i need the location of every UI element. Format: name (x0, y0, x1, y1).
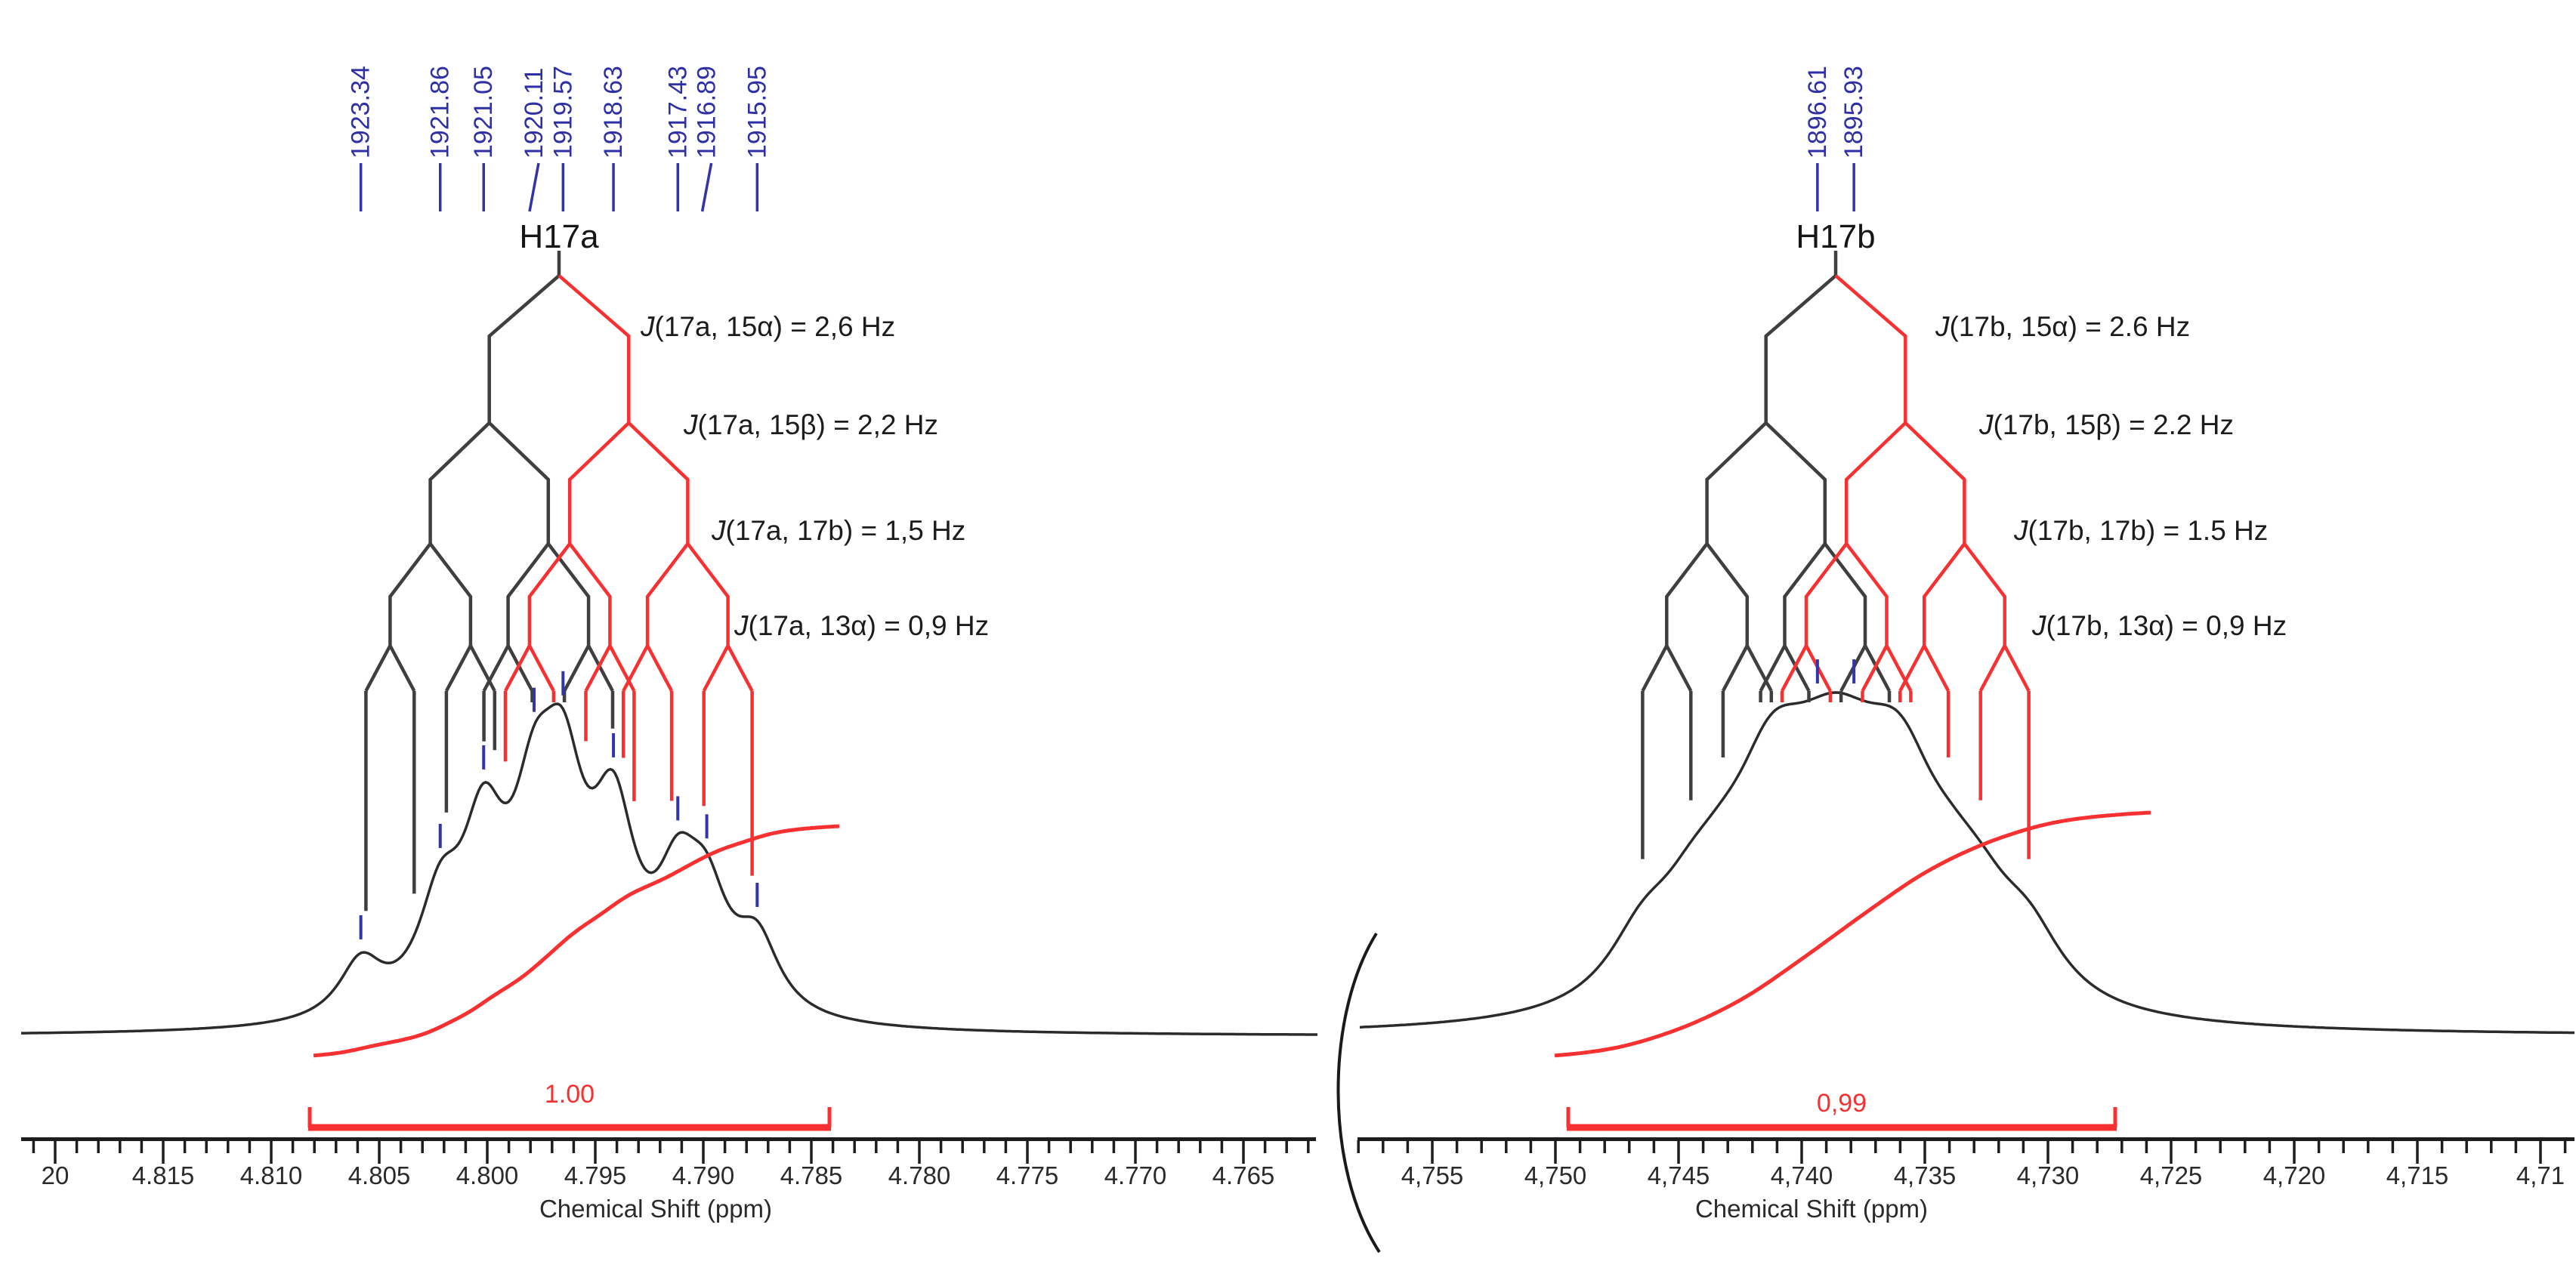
peak-frequency-label: 1919.57 (548, 66, 577, 159)
panel-separator-brace (1336, 932, 1381, 1254)
axis-tick-label: 4.795 (564, 1161, 627, 1189)
integral-curve (313, 824, 840, 1058)
axis-tick-label: 4.780 (888, 1161, 951, 1189)
axis-tick-label: 4.805 (348, 1161, 411, 1189)
integral-value-right: 0,99 (1817, 1089, 1867, 1118)
axis-tick-label: 4.770 (1104, 1161, 1167, 1189)
axis-tick-label: 4,740 (1771, 1161, 1833, 1189)
coupling-tree-black-branch (364, 251, 615, 911)
peak-frequency-label: 1923.34 (347, 66, 375, 159)
axis-tick-label: 4,715 (2386, 1161, 2449, 1189)
integral-value-left: 1.00 (545, 1080, 595, 1109)
axis-tick-label: 4,71 (2516, 1161, 2565, 1189)
axis-tick-label: 4.790 (672, 1161, 735, 1189)
coupling-tree-red-branch (1780, 274, 2031, 859)
spectrum-trace (1359, 691, 2574, 1035)
coupling-tree-black-branch (1641, 251, 1892, 859)
peak-frequency-label: 1921.05 (469, 66, 498, 159)
left-panel-title: H17a (519, 218, 599, 255)
peak-leader-tick (700, 162, 713, 212)
x-axis-title-right: Chemical Shift (ppm) (1695, 1195, 1928, 1223)
axis-tick-label: 4.765 (1212, 1161, 1275, 1189)
coupling-label: J(17a, 15β) = 2,2 Hz (683, 409, 938, 440)
axis-tick-label: 4,730 (2017, 1161, 2080, 1189)
coupling-label: J(17a, 17b) = 1,5 Hz (711, 515, 965, 546)
coupling-trees (364, 251, 2031, 911)
coupling-label: J(17b, 15α) = 2.6 Hz (1935, 311, 2190, 342)
coupling-label: J(17a, 13α) = 0,9 Hz (734, 610, 989, 641)
generated-labels: 1923.34 1921.86 1921.05 1920.11 1919.57 1918.… (42, 66, 2565, 1189)
peak-frequency-label: 1921.86 (426, 66, 455, 159)
peak-frequency-label: 1916.89 (693, 66, 721, 159)
integral-curve (1554, 810, 2151, 1058)
coupling-label: J(17b, 13α) = 0,9 Hz (2031, 610, 2287, 641)
peak-frequency-label: 1920.11 (520, 68, 548, 159)
axis-tick-label: 4,750 (1524, 1161, 1587, 1189)
peak-frequency-label: 1915.95 (743, 66, 771, 159)
axis-rulers (21, 1137, 2574, 1164)
axis-tick-label: 4.810 (240, 1161, 303, 1189)
right-panel-title: H17b (1796, 218, 1875, 255)
axis-tick-label: 4,725 (2140, 1161, 2203, 1189)
coupling-label: J(17b, 17b) = 1.5 Hz (2013, 515, 2268, 546)
axis-tick-label: 4,755 (1401, 1161, 1464, 1189)
peak-frequency-label: 1895.93 (1839, 66, 1868, 159)
peak-frequency-label: 1896.61 (1803, 66, 1832, 159)
axis-tick-label: 4,735 (1894, 1161, 1957, 1189)
peak-marks (359, 162, 1856, 939)
spectrum-trace (21, 702, 1317, 1036)
axis-tick-label: 4.785 (780, 1161, 843, 1189)
coupling-tree-red-branch (503, 274, 754, 876)
axis-tick-label: 4.775 (996, 1161, 1059, 1189)
peak-leader-tick (528, 162, 540, 212)
axis-tick-label: 4,720 (2263, 1161, 2326, 1189)
axis-tick-label: 4.815 (132, 1161, 195, 1189)
x-axis-title-left: Chemical Shift (ppm) (539, 1195, 772, 1223)
peak-frequency-label: 1917.43 (663, 66, 692, 159)
spectrum-curves (21, 691, 2574, 1036)
axis-tick-label: 20 (42, 1161, 69, 1189)
coupling-label: J(17a, 15α) = 2,6 Hz (640, 311, 895, 342)
coupling-label: J(17b, 15β) = 2.2 Hz (1978, 409, 2234, 440)
axis-tick-label: 4,745 (1648, 1161, 1710, 1189)
axis-tick-label: 4.800 (456, 1161, 519, 1189)
peak-frequency-label: 1918.63 (599, 66, 628, 159)
